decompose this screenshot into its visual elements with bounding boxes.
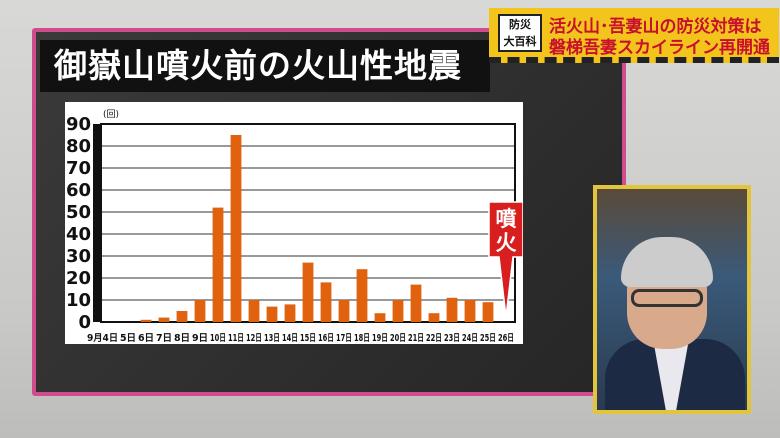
bar-6日 — [140, 319, 152, 322]
x-tick-label: 19日 — [372, 333, 388, 344]
bar-15日 — [302, 262, 314, 322]
x-tick-label: 24日 — [462, 333, 478, 344]
bar-10日 — [212, 207, 224, 322]
bar-23日 — [446, 297, 458, 322]
bar-17日 — [338, 300, 350, 322]
x-tick-label: 10日 — [210, 333, 226, 344]
x-tick-label: 18日 — [354, 333, 370, 344]
bar-11日 — [230, 135, 242, 322]
y-tick-label: 50 — [66, 202, 91, 223]
y-tick-label: 90 — [66, 114, 91, 135]
x-tick-label: 23日 — [444, 333, 460, 344]
x-tick-label: 20日 — [390, 333, 406, 344]
eruption-label-char: 噴 — [496, 207, 517, 231]
bar-8日 — [176, 311, 188, 322]
logo-line2: 大百科 — [503, 35, 537, 48]
commentator-video-inset — [593, 185, 751, 414]
glasses — [631, 289, 703, 307]
bar-14日 — [284, 304, 296, 322]
bar-25日 — [482, 302, 494, 322]
logo-line1: 防災 — [509, 18, 531, 31]
x-tick-label: 13日 — [264, 333, 280, 344]
x-tick-label: 7日 — [156, 333, 172, 344]
board-title: 御嶽山噴火前の火山性地震 — [40, 40, 490, 92]
eruption-marker — [488, 201, 523, 318]
bar-9日 — [194, 300, 206, 322]
program-logo: 防災 大百科 — [498, 14, 542, 52]
chart-card: 0 10 20 30 40 50 60 70 80 90 (回) 9月4日 5日 6日 7日 8日 9日 10日 1… — [65, 102, 523, 344]
y-axis-bar — [93, 124, 101, 322]
x-tick-label: 21日 — [408, 333, 424, 344]
bar-7日 — [158, 317, 170, 322]
x-tick-label: 26日 — [498, 333, 514, 344]
x-tick-label: 11日 — [228, 333, 244, 344]
bar-18日 — [356, 269, 368, 322]
eruption-label-char: 火 — [496, 231, 517, 255]
bar-13日 — [266, 306, 278, 322]
y-tick-label: 30 — [66, 246, 91, 267]
bar-24日 — [464, 300, 476, 322]
x-tick-label: 14日 — [282, 333, 298, 344]
x-tick-label: 9月4日 — [87, 333, 118, 344]
bar-20日 — [392, 300, 404, 322]
x-tick-label: 8日 — [174, 333, 190, 344]
banner-headline-1: 活火山･吾妻山の防災対策は — [549, 17, 762, 37]
x-tick-label: 25日 — [480, 333, 496, 344]
x-tick-label: 12日 — [246, 333, 262, 344]
x-tick-label: 6日 — [138, 333, 154, 344]
bar-22日 — [428, 313, 440, 322]
bar-16日 — [320, 282, 332, 322]
y-tick-label: 60 — [66, 180, 91, 201]
commentator-hair — [621, 237, 713, 287]
bar-12日 — [248, 300, 260, 322]
y-tick-label: 10 — [66, 290, 91, 311]
y-axis-unit: (回) — [103, 109, 119, 120]
y-tick-label: 80 — [66, 136, 91, 157]
banner-headline-2: 磐梯吾妻スカイライン再開通 — [549, 38, 770, 58]
y-tick-label: 40 — [66, 224, 91, 245]
y-tick-label: 20 — [66, 268, 91, 289]
x-tick-label: 16日 — [318, 333, 334, 344]
x-tick-label: 9日 — [192, 333, 208, 344]
x-tick-label: 15日 — [300, 333, 316, 344]
y-tick-label: 0 — [78, 312, 91, 333]
x-tick-label: 5日 — [120, 333, 136, 344]
bar-21日 — [410, 284, 422, 322]
x-tick-label: 22日 — [426, 333, 442, 344]
y-tick-label: 70 — [66, 158, 91, 179]
bar-19日 — [374, 313, 386, 322]
program-banner: 防災 大百科 活火山･吾妻山の防災対策は 磐梯吾妻スカイライン再開通 — [489, 8, 779, 63]
x-tick-label: 17日 — [336, 333, 352, 344]
